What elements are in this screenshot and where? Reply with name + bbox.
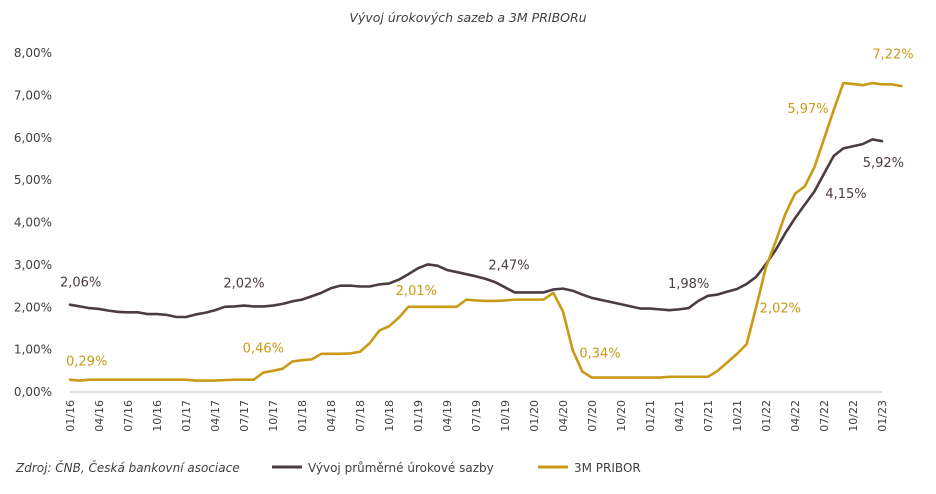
- y-axis: 0,00% 1,00% 2,00% 3,00% 4,00% 5,00% 6,00% 7,00%…: [14, 46, 52, 399]
- data-label: 7,22%: [872, 47, 913, 62]
- x-tick-label: 10/16: [151, 400, 164, 432]
- x-axis: 01/16 04/16 07/16 10/16 01/17 04/17 07/17 10/17…: [64, 391, 889, 432]
- x-tick-label: 01/21: [644, 400, 657, 432]
- data-label: 0,34%: [579, 347, 620, 362]
- x-tick-label: 01/23: [876, 400, 889, 432]
- x-tick-label: 10/18: [383, 400, 396, 432]
- y-tick-label: 1,00%: [14, 343, 52, 357]
- x-tick-label: 07/20: [586, 400, 599, 432]
- chart-title: Vývoj úrokových sazeb a 3M PRIBORu: [349, 10, 586, 25]
- y-tick-label: 7,00%: [14, 88, 52, 102]
- data-label: 5,97%: [787, 102, 828, 117]
- x-tick-label: 04/18: [325, 400, 338, 432]
- x-tick-label: 07/16: [122, 400, 135, 432]
- y-tick-label: 6,00%: [14, 131, 52, 145]
- x-tick-label: 10/19: [499, 400, 512, 432]
- x-tick-label: 07/18: [354, 400, 367, 432]
- plot-area: [68, 81, 903, 382]
- footer: Zdroj: ČNB, Česká bankovní asociace Vývo…: [15, 460, 641, 475]
- y-tick-label: 0,00%: [14, 385, 52, 399]
- x-tick-label: 07/22: [818, 400, 831, 432]
- x-tick-label: 07/21: [702, 400, 715, 432]
- x-tick-label: 01/16: [64, 400, 77, 432]
- y-tick-label: 5,00%: [14, 173, 52, 187]
- x-tick-label: 04/16: [93, 400, 106, 432]
- x-tick-label: 10/22: [847, 400, 860, 432]
- x-tick-label: 10/17: [267, 400, 280, 432]
- data-label: 5,92%: [863, 156, 904, 171]
- data-label: 0,29%: [66, 355, 107, 370]
- x-tick-label: 01/22: [760, 400, 773, 432]
- x-tick-label: 10/20: [615, 400, 628, 432]
- x-tick-label: 04/17: [209, 400, 222, 432]
- data-labels: 2,06% 2,02% 2,47% 1,98% 4,15% 5,92% 0,29% 0,46%…: [60, 47, 914, 369]
- x-tick-label: 04/19: [441, 400, 454, 432]
- data-label: 2,01%: [396, 284, 437, 299]
- y-tick-label: 8,00%: [14, 46, 52, 60]
- x-tick-label: 01/19: [412, 400, 425, 432]
- data-label: 2,47%: [488, 258, 529, 273]
- legend-label-avg-rate: Vývoj průměrné úrokové sazby: [308, 461, 494, 475]
- x-tick-label: 10/21: [731, 400, 744, 432]
- data-label: 0,46%: [243, 342, 284, 357]
- data-label: 2,02%: [223, 277, 264, 292]
- legend-label-pribor: 3M PRIBOR: [574, 461, 641, 475]
- data-label: 2,06%: [60, 276, 101, 291]
- data-label: 1,98%: [668, 277, 709, 292]
- x-tick-label: 04/20: [557, 400, 570, 432]
- x-tick-label: 04/21: [673, 400, 686, 432]
- x-tick-label: 01/18: [296, 400, 309, 432]
- series-line-avg-rate: [68, 138, 884, 319]
- y-tick-label: 3,00%: [14, 258, 52, 272]
- x-tick-label: 01/20: [528, 400, 541, 432]
- x-tick-label: 07/17: [238, 400, 251, 432]
- series-line-pribor: [68, 81, 903, 382]
- data-label: 2,02%: [760, 301, 801, 316]
- y-tick-label: 4,00%: [14, 216, 52, 230]
- y-tick-label: 2,00%: [14, 300, 52, 314]
- x-tick-label: 01/17: [180, 400, 193, 432]
- source-note: Zdroj: ČNB, Česká bankovní asociace: [15, 460, 240, 475]
- x-tick-label: 07/19: [470, 400, 483, 432]
- x-tick-label: 04/22: [789, 400, 802, 432]
- data-label: 4,15%: [825, 187, 866, 202]
